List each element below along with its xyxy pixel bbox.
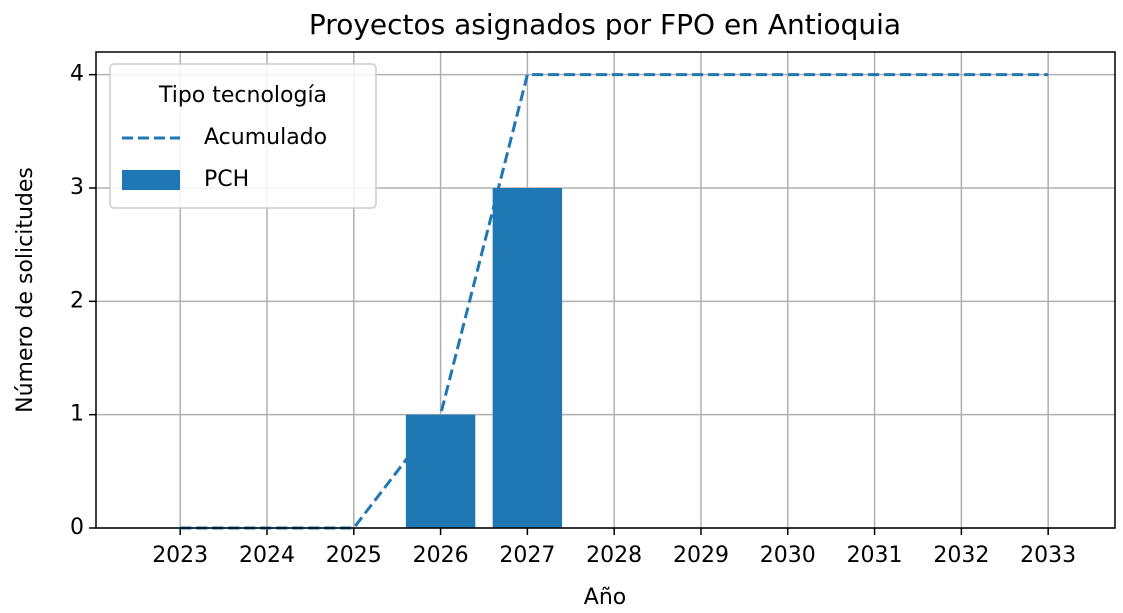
- y-tick-label: 0: [70, 515, 84, 540]
- legend-label: PCH: [204, 167, 249, 192]
- x-tick-label: 2028: [586, 543, 642, 568]
- y-tick-label: 2: [70, 288, 84, 313]
- legend-label: Acumulado: [204, 125, 327, 150]
- x-tick-label: 2025: [326, 543, 382, 568]
- x-tick-label: 2031: [847, 543, 903, 568]
- bar: [492, 188, 563, 528]
- x-tick-label: 2032: [933, 543, 989, 568]
- bar: [405, 414, 476, 528]
- legend: Tipo tecnología Acumulado PCH: [109, 63, 377, 209]
- y-tick-label: 3: [70, 175, 84, 200]
- y-tick-label: 1: [70, 402, 84, 427]
- y-axis-label: Número de solicitudes: [13, 167, 38, 413]
- legend-swatch: [122, 170, 180, 190]
- x-tick-label: 2024: [239, 543, 295, 568]
- plot-frame: [95, 51, 1116, 529]
- x-axis-label: Año: [584, 585, 626, 610]
- x-tick-label: 2030: [760, 543, 816, 568]
- x-tick-label: 2027: [499, 543, 555, 568]
- x-tick-label: 2029: [673, 543, 729, 568]
- x-tick-label: 2023: [152, 543, 208, 568]
- y-tick-label: 4: [70, 62, 84, 87]
- x-tick-label: 2026: [413, 543, 469, 568]
- x-tick-label: 2033: [1020, 543, 1076, 568]
- legend-title: Tipo tecnología: [158, 83, 327, 108]
- chart-title: Proyectos asignados por FPO en Antioquia: [309, 8, 901, 41]
